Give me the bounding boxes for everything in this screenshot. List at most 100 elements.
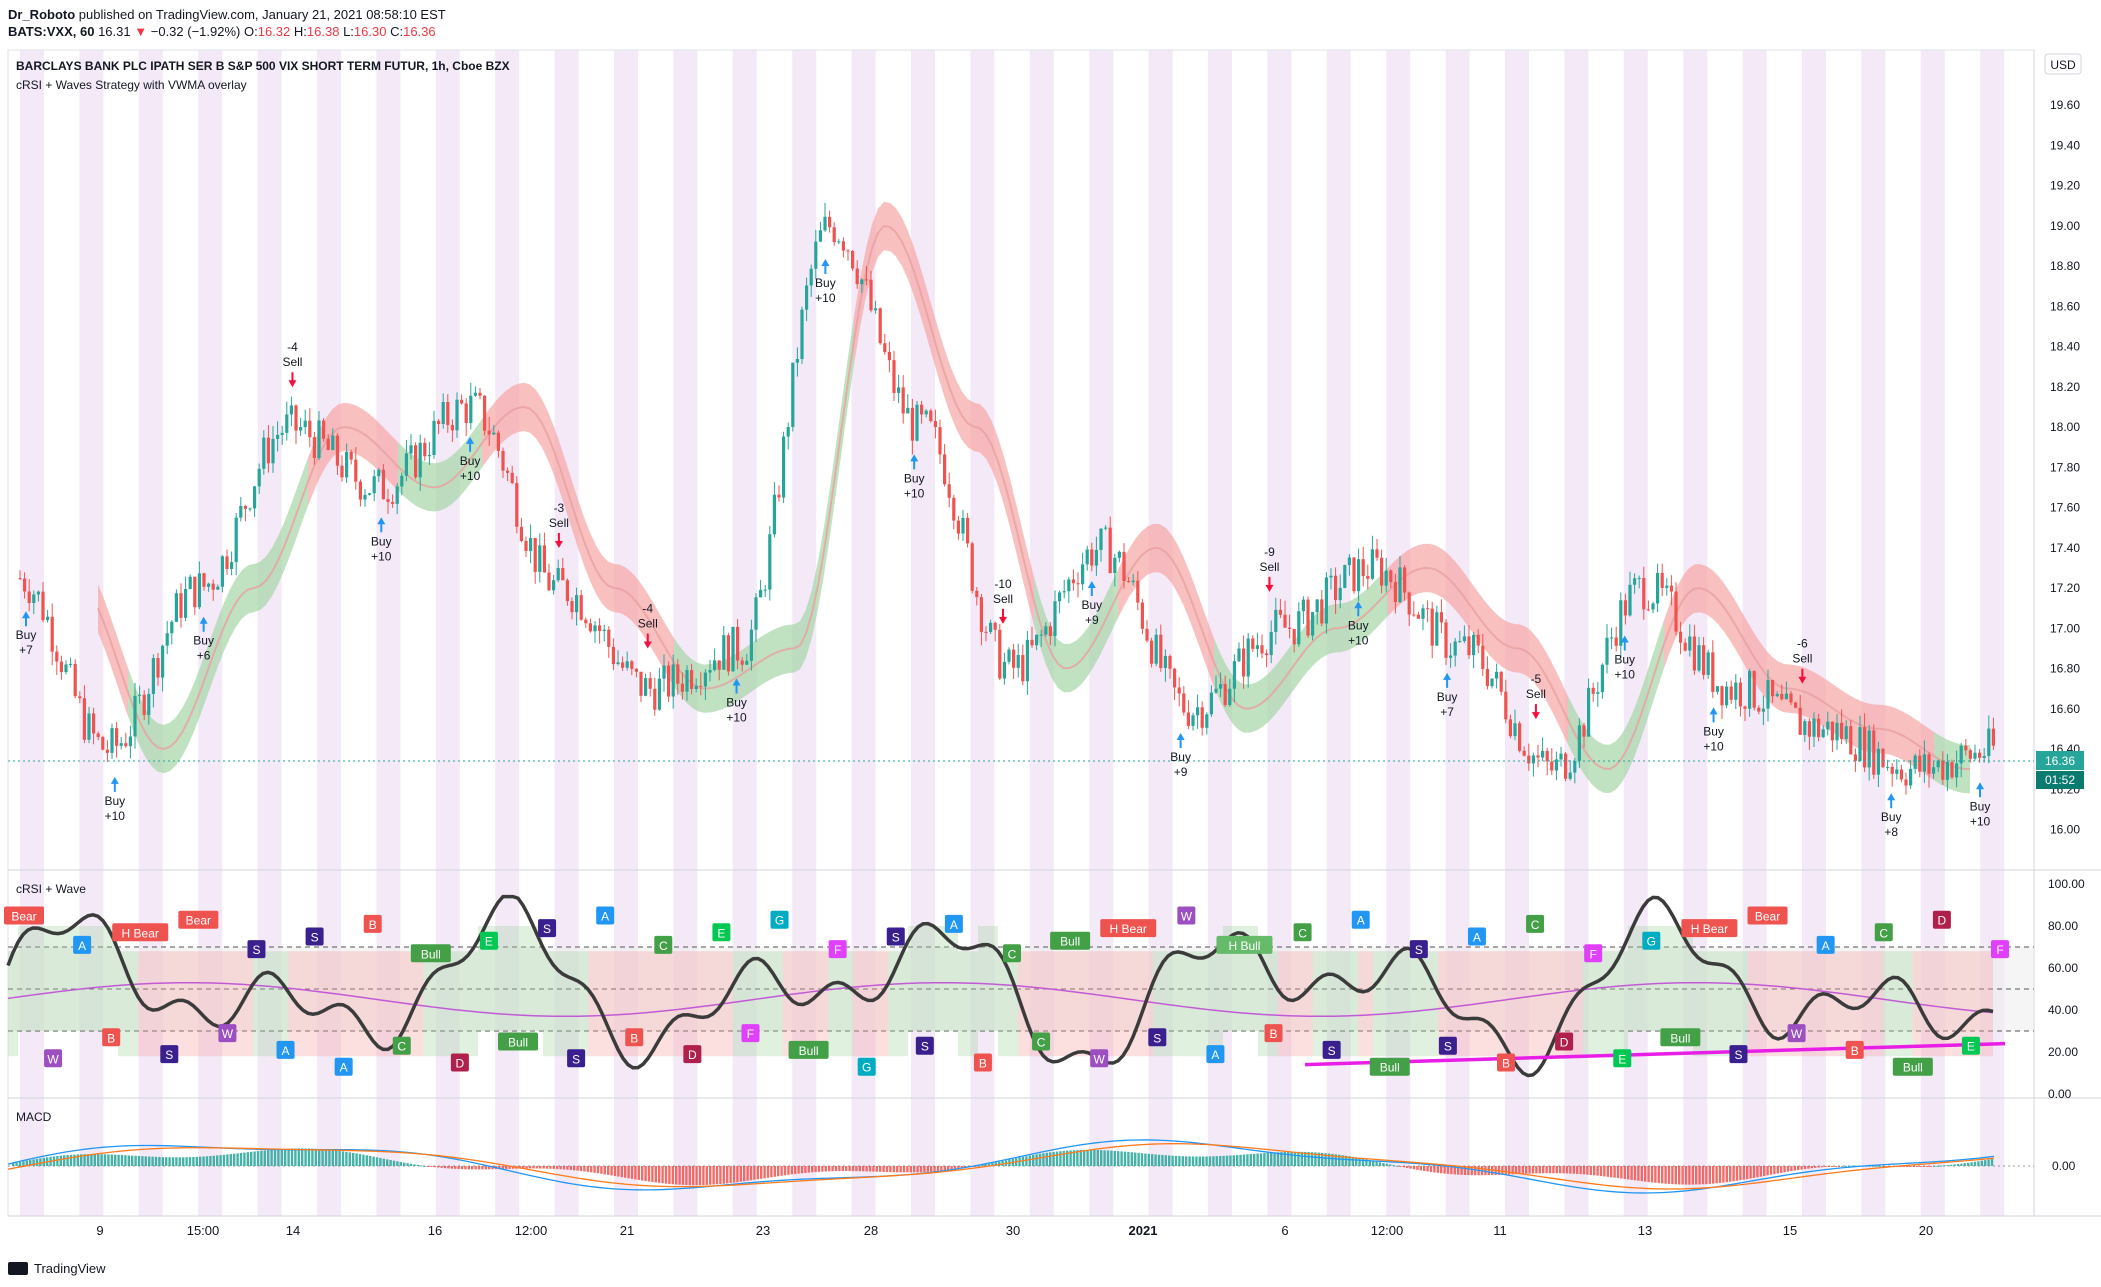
macd-histogram-bar — [66, 1155, 69, 1166]
crsi-band-segment — [528, 926, 533, 1031]
macd-histogram-bar — [596, 1166, 600, 1174]
currency-badge[interactable]: USD — [2044, 53, 2082, 75]
macd-histogram-bar — [39, 1158, 42, 1166]
crsi-band-segment — [1598, 951, 1603, 1057]
candle-body — [473, 392, 477, 396]
candle-body — [188, 576, 192, 589]
macd-histogram-bar — [1589, 1166, 1592, 1175]
signal-label: Buy — [1348, 618, 1369, 632]
candle-body — [519, 526, 523, 541]
wave-label: Bull — [788, 1040, 829, 1059]
macd-histogram-bar — [1769, 1166, 1773, 1175]
macd-histogram-bar — [780, 1166, 783, 1176]
candle-body — [841, 241, 845, 251]
macd-histogram-bar — [467, 1166, 470, 1170]
crsi-pane — [6, 894, 2034, 1078]
author-name[interactable]: Dr_Roboto — [8, 7, 76, 22]
macd-histogram-bar — [267, 1150, 270, 1166]
crsi-band-segment — [1608, 951, 1613, 1057]
wave-label-text: S — [892, 931, 900, 945]
crsi-band-segment — [23, 926, 28, 1031]
wave-label-bg — [1816, 935, 1835, 954]
macd-histogram-bar — [1542, 1166, 1545, 1174]
crsi-band-segment — [713, 951, 718, 1057]
crsi-band-segment — [498, 926, 503, 1031]
candle-body — [1255, 645, 1259, 649]
crsi-band-segment — [1228, 926, 1233, 1031]
macd-histogram-bar — [233, 1153, 236, 1166]
candle-body — [1499, 671, 1503, 692]
signal-label: Sell — [1792, 652, 1812, 666]
macd-histogram-bar — [1185, 1156, 1188, 1166]
macd-histogram-bar — [365, 1155, 368, 1166]
candle-body — [119, 743, 123, 746]
crsi-band-segment — [1063, 951, 1068, 1057]
wave-label-text: W — [1791, 1027, 1803, 1041]
macd-histogram-bar — [1181, 1156, 1184, 1166]
wave-label-bg — [1660, 1028, 1701, 1047]
macd-histogram-bar — [1715, 1166, 1718, 1184]
wave-label: C — [1526, 914, 1545, 933]
candle-body — [179, 593, 183, 618]
macd-histogram-bar — [1735, 1166, 1739, 1181]
macd-histogram-bar — [25, 1160, 28, 1166]
wave-label-text: E — [485, 935, 493, 949]
macd-histogram-bar — [705, 1166, 708, 1185]
time-tick: 23 — [756, 1223, 770, 1238]
crsi-band-segment — [1408, 951, 1413, 1057]
crsi-band-segment — [1533, 951, 1538, 1057]
crsi-band-segment — [1928, 951, 1933, 1057]
macd-histogram-bar — [1990, 1158, 1994, 1166]
crsi-band-segment — [763, 951, 768, 1057]
macd-histogram-bar — [1106, 1150, 1110, 1166]
crsi-band-segment — [258, 951, 263, 1057]
last-price-badge-text: 16.36 — [2045, 754, 2075, 768]
candle-body — [1320, 599, 1324, 624]
candle-body — [308, 420, 312, 438]
wave-label-text: Bull — [1380, 1061, 1400, 1075]
candle-body — [27, 591, 31, 604]
macd-histogram-bar — [250, 1151, 253, 1166]
candle-body — [1251, 638, 1255, 649]
crsi-band-segment — [353, 951, 358, 1057]
macd-histogram-bar — [195, 1156, 198, 1166]
wave-label-text: D — [456, 1057, 465, 1071]
candle-body — [1012, 649, 1016, 668]
crsi-band-segment — [88, 926, 93, 1031]
wave-label-bg — [1369, 1057, 1410, 1076]
crsi-band-segment — [1833, 951, 1838, 1057]
crsi-band-segment — [388, 951, 393, 1057]
macd-histogram-bar — [1307, 1152, 1310, 1166]
macd-histogram-bar — [202, 1156, 205, 1166]
candle-body — [1771, 680, 1775, 697]
candle-body — [50, 616, 54, 652]
tradingview-logo[interactable]: TradingView — [8, 1261, 106, 1276]
wave-label-bg — [915, 1036, 934, 1055]
macd-histogram-bar — [743, 1166, 746, 1182]
macd-histogram-bar — [1729, 1166, 1732, 1182]
crsi-band-segment — [918, 926, 923, 1031]
macd-histogram-bar — [702, 1166, 705, 1186]
candle-body — [1849, 726, 1853, 755]
crsi-band-segment — [1323, 951, 1328, 1057]
macd-histogram-bar — [1232, 1155, 1235, 1166]
macd-histogram-bar — [1606, 1166, 1609, 1177]
macd-histogram-bar — [1212, 1156, 1215, 1166]
macd-histogram-bar — [341, 1151, 345, 1166]
macd-histogram-bar — [1831, 1166, 1834, 1167]
crsi-band-segment — [1633, 926, 1638, 1031]
crsi-band-segment — [1613, 951, 1618, 1057]
crsi-band-segment — [378, 951, 383, 1057]
signal-label: Buy — [460, 454, 481, 468]
macd-histogram-bar — [1208, 1156, 1212, 1166]
wave-label: S — [305, 927, 324, 946]
candle-body — [381, 469, 385, 500]
macd-histogram-bar — [566, 1166, 569, 1170]
crsi-band-segment — [1483, 951, 1488, 1057]
candle-body — [533, 538, 537, 572]
macd-histogram-bar — [1161, 1154, 1164, 1166]
candle-body — [340, 465, 344, 478]
sell-arrow-icon — [643, 633, 652, 649]
candle-body — [547, 572, 551, 591]
